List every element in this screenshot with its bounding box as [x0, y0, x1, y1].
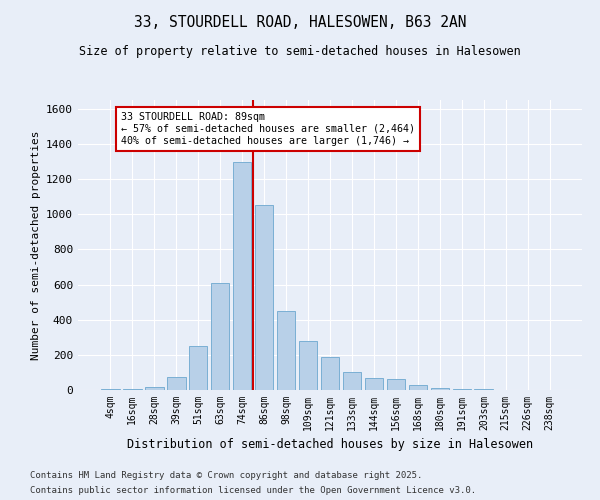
Bar: [431, 388, 449, 390]
Text: Contains public sector information licensed under the Open Government Licence v3: Contains public sector information licen…: [30, 486, 476, 495]
Bar: [101, 389, 119, 390]
Bar: [409, 384, 427, 390]
X-axis label: Distribution of semi-detached houses by size in Halesowen: Distribution of semi-detached houses by …: [127, 438, 533, 452]
Bar: [145, 388, 164, 390]
Bar: [277, 311, 295, 390]
Bar: [167, 377, 185, 390]
Bar: [255, 206, 274, 390]
Text: 33, STOURDELL ROAD, HALESOWEN, B63 2AN: 33, STOURDELL ROAD, HALESOWEN, B63 2AN: [134, 15, 466, 30]
Text: Size of property relative to semi-detached houses in Halesowen: Size of property relative to semi-detach…: [79, 45, 521, 58]
Bar: [452, 389, 471, 390]
Bar: [320, 356, 340, 390]
Text: Contains HM Land Registry data © Crown copyright and database right 2025.: Contains HM Land Registry data © Crown c…: [30, 471, 422, 480]
Bar: [211, 283, 229, 390]
Bar: [299, 341, 317, 390]
Y-axis label: Number of semi-detached properties: Number of semi-detached properties: [31, 130, 41, 360]
Text: 33 STOURDELL ROAD: 89sqm
← 57% of semi-detached houses are smaller (2,464)
40% o: 33 STOURDELL ROAD: 89sqm ← 57% of semi-d…: [121, 112, 415, 146]
Bar: [189, 346, 208, 390]
Bar: [233, 162, 251, 390]
Bar: [365, 378, 383, 390]
Bar: [386, 380, 405, 390]
Bar: [123, 388, 142, 390]
Bar: [343, 372, 361, 390]
